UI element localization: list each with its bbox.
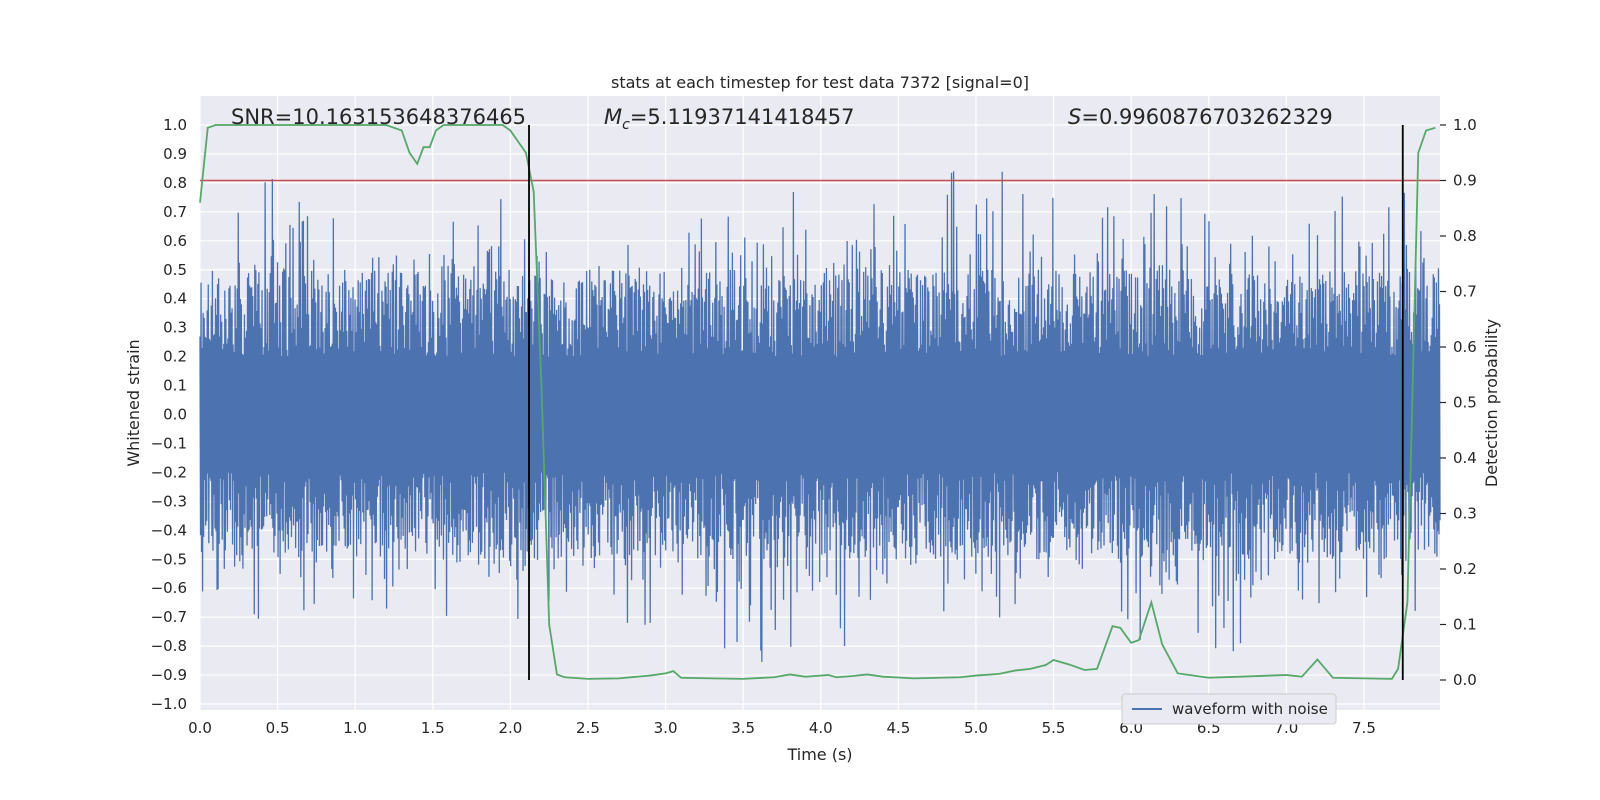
y-tick-label: −0.6 <box>151 579 187 597</box>
y-axis-title: Whitened strain <box>124 339 143 466</box>
y-tick-label: −0.7 <box>151 608 187 626</box>
y-tick-label: 0.9 <box>163 145 187 163</box>
statistic-symbol: S <box>1068 105 1081 129</box>
x-tick-label: 1.5 <box>421 719 445 737</box>
axes: 0.0 0.5 1.0 1.5 2.0 2.5 3.0 3.5 4.0 4.5 5.0 5.5 6.0 6… <box>151 116 1477 737</box>
x-axis-title: Time (s) <box>786 745 852 764</box>
y-tick-label: −0.8 <box>151 637 187 655</box>
snr-annotation: SNR=10.163153648376465 <box>231 105 526 129</box>
legend: waveform with noise <box>1121 693 1337 725</box>
y2-tick-label: 0.5 <box>1453 394 1477 412</box>
y-tick-label: 0.0 <box>163 406 187 424</box>
y2-tick-label: 0.3 <box>1453 505 1477 523</box>
y2-tick-label: 0.0 <box>1453 671 1477 689</box>
y-tick-label: 0.3 <box>163 319 187 337</box>
y-tick-label: 0.8 <box>163 174 187 192</box>
data-layer <box>199 124 1441 680</box>
waveform-series-line <box>199 171 1441 662</box>
chirp-mass-value: =5.11937141418457 <box>630 105 855 129</box>
statistic-annotation: S=0.9960876703262329 <box>1068 105 1333 129</box>
x-tick-label: 4.0 <box>809 719 833 737</box>
y-tick-label: −0.1 <box>151 434 187 452</box>
y-tick-label: 0.4 <box>163 290 187 308</box>
y-tick-label: −0.3 <box>151 492 187 510</box>
x-tick-label: 0.0 <box>188 719 212 737</box>
chirp-mass-annotation: Mc=5.11937141418457 <box>604 105 855 133</box>
y2-tick-label: 0.7 <box>1453 283 1477 301</box>
y-tick-label: −0.5 <box>151 550 187 568</box>
legend-label-waveform: waveform with noise <box>1172 700 1328 718</box>
x-tick-label: 5.0 <box>964 719 988 737</box>
chirp-mass-subscript: c <box>622 117 630 133</box>
y-tick-label: 0.5 <box>163 261 187 279</box>
y-tick-label: 0.6 <box>163 232 187 250</box>
y-tick-label: 0.2 <box>163 348 187 366</box>
y-tick-label: −0.9 <box>151 666 187 684</box>
x-tick-label: 1.0 <box>343 719 367 737</box>
x-tick-label: 5.5 <box>1042 719 1066 737</box>
x-tick-label: 7.5 <box>1352 719 1376 737</box>
detection-probability-line <box>199 124 1436 680</box>
y-tick-label: 1.0 <box>163 116 187 134</box>
y-tick-label: −1.0 <box>151 695 187 713</box>
legend-box <box>1121 693 1337 725</box>
y2-tick-label: 0.8 <box>1453 227 1477 245</box>
y-tick-label: −0.4 <box>151 521 187 539</box>
y2-tick-label: 0.6 <box>1453 338 1477 356</box>
y2-axis-title: Detection probability <box>1482 319 1501 487</box>
y2-tick-label: 0.2 <box>1453 560 1477 578</box>
y2-tick-label: 1.0 <box>1453 116 1477 134</box>
x-tick-label: 4.5 <box>886 719 910 737</box>
chart-title: stats at each timestep for test data 737… <box>611 73 1029 92</box>
x-tick-label: 0.5 <box>266 719 290 737</box>
y-tick-label: −0.2 <box>151 463 187 481</box>
x-tick-label: 3.0 <box>654 719 678 737</box>
y2-tick-label: 0.9 <box>1453 172 1477 190</box>
y2-tick-label: 0.1 <box>1453 616 1477 634</box>
y-tick-label: 0.1 <box>163 377 187 395</box>
y2-tick-label: 0.4 <box>1453 449 1477 467</box>
statistic-value: =0.9960876703262329 <box>1081 105 1332 129</box>
y-tick-label: 0.7 <box>163 203 187 221</box>
x-tick-label: 3.5 <box>731 719 755 737</box>
x-tick-label: 2.5 <box>576 719 600 737</box>
x-tick-label: 2.0 <box>498 719 522 737</box>
chirp-mass-symbol: M <box>604 105 622 129</box>
